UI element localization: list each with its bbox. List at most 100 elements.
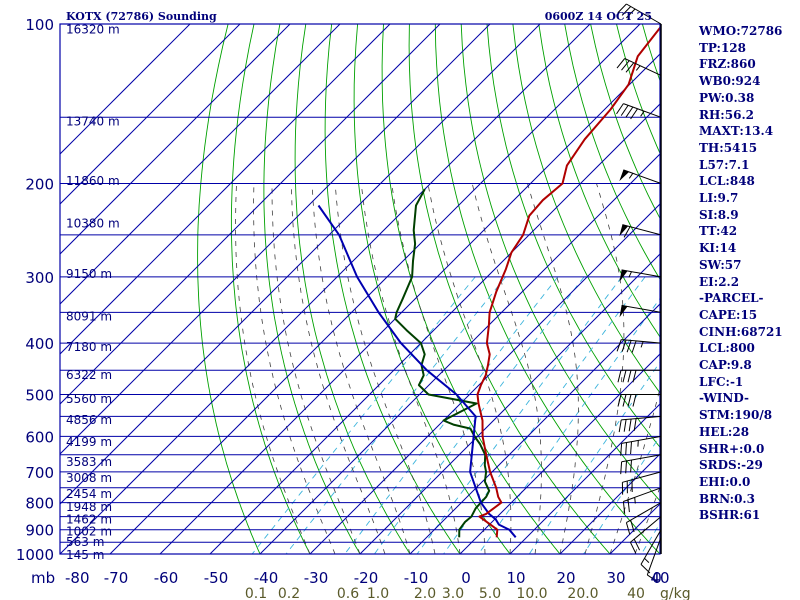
wind-barb: [619, 304, 662, 318]
pressure-tick-label: 800: [25, 495, 54, 513]
wind-barb: [616, 339, 662, 353]
height-label: 7180 m: [66, 340, 112, 354]
sounding-index: FRZ:860: [699, 57, 756, 72]
temperature-tick-label: -60: [154, 569, 179, 587]
sounding-index: WB0:924: [699, 74, 761, 89]
moist-adiabat-line: [271, 183, 361, 554]
height-label: 16320 m: [66, 23, 120, 37]
wind-barb: [619, 224, 662, 238]
height-label: 2454 m: [66, 487, 112, 501]
sounding-index: TP:128: [699, 40, 747, 55]
isotherm-line: [159, 53, 660, 554]
wind-barb: [621, 471, 662, 495]
isotherm-line: [359, 253, 660, 554]
sounding-index: LI:9.7: [699, 191, 739, 206]
plot-area: [60, 24, 660, 554]
wind-barb: [619, 269, 662, 282]
sounding-index: PW:0.38: [699, 90, 755, 105]
moist-adiabat-line: [527, 183, 579, 554]
sounding-index: EHI:0.0: [699, 474, 751, 489]
isotherm-line: [459, 353, 660, 554]
sounding-indices: WMO:72786 TP:128 FRZ:860 WB0:924 PW:0.38 RH:5…: [699, 23, 783, 524]
isotherm-line: [60, 24, 391, 355]
mixing-ratio-label: 10.0: [516, 586, 547, 600]
height-label: 13740 m: [66, 114, 120, 128]
height-label: 3008 m: [66, 471, 112, 485]
sounding-index: KI:14: [699, 241, 737, 256]
sounding-index: MAXT:13.4: [699, 124, 774, 139]
wind-barb: [617, 394, 661, 407]
isotherm-line: [259, 153, 660, 554]
mixing-ratio-line: [528, 361, 660, 554]
sounding-index: CAP:9.8: [699, 358, 752, 373]
height-label: 10380 m: [66, 217, 120, 231]
isotherm-line: [60, 24, 491, 455]
pressure-tick-label: 200: [25, 176, 54, 194]
sounding-index: EI:2.2: [699, 274, 740, 289]
sounding-index: HEL:28: [699, 424, 750, 439]
height-label: 8091 m: [66, 310, 112, 324]
mixing-ratio-label: 1.0: [367, 586, 389, 600]
temperature-tick-label: 40: [650, 569, 669, 587]
sounding-index: LCL:800: [699, 341, 755, 356]
wind-barb: [622, 487, 662, 514]
sounding-index: BRN:0.3: [699, 491, 755, 506]
mixing-ratio-label: 5.0: [479, 586, 501, 600]
temperature-tick-label: 10: [506, 569, 525, 587]
temperature-tick-label: 20: [556, 569, 575, 587]
pressure-tick-label: 1000: [16, 546, 54, 564]
wind-barb: [616, 58, 662, 76]
pressure-tick-label: 400: [25, 335, 54, 353]
mixing-ratio-label: 2.0: [414, 586, 436, 600]
wind-barbs: [616, 3, 662, 583]
pressure-tick-label: 900: [25, 522, 54, 540]
height-label: 1948 m: [66, 500, 112, 514]
isotherm-line: [409, 303, 660, 554]
chart-title: KOTX (72786) Sounding: [66, 10, 217, 23]
sounding-index: SHR+:0.0: [699, 441, 765, 456]
sounding-index: LCL:848: [699, 174, 755, 189]
sounding-index: -WIND-: [699, 391, 749, 406]
wind-barb: [617, 3, 662, 25]
temperature-tick-label: -50: [204, 569, 229, 587]
isotherms: [60, 24, 660, 554]
temperature-tick-label: 30: [606, 569, 625, 587]
temperature-tick-label: 0: [461, 569, 471, 587]
wind-barb: [618, 415, 662, 433]
height-label: 3583 m: [66, 455, 112, 469]
wind-barb: [620, 454, 662, 475]
sounding-index: SW:57: [699, 257, 742, 272]
sounding-index: SRDS:-29: [699, 458, 763, 473]
pressure-tick-label: 600: [25, 428, 54, 446]
sounding-index: L57:7.1: [699, 157, 750, 172]
sounding-index: STM:190/8: [699, 408, 773, 423]
height-label: 4199 m: [66, 435, 112, 449]
mixing-ratio-label: 3.0: [442, 586, 464, 600]
moist-adiabat-line: [253, 183, 336, 554]
isotherm-line: [559, 453, 660, 554]
temperature-tick-label: -70: [104, 569, 129, 587]
sounding-index: -PARCEL-: [699, 291, 764, 306]
height-label: 1002 m: [66, 525, 112, 539]
height-label: 563 m: [66, 535, 104, 549]
mixing-ratio-label: 0.2: [278, 586, 300, 600]
mixing-ratio-line: [251, 276, 476, 554]
sounding-series: [317, 26, 660, 538]
pressure-unit-label: mb: [31, 569, 55, 587]
wind-barb: [640, 529, 662, 574]
moist-adiabat-line: [427, 183, 512, 554]
pressure-tick-label: 100: [25, 16, 54, 34]
moist-adiabat-line: [391, 183, 486, 554]
mixing-ratio-label: 40: [627, 586, 645, 600]
height-label: 9150 m: [66, 267, 112, 281]
sounding-index: SI:8.9: [699, 207, 739, 222]
moist-adiabats: [235, 183, 660, 554]
isotherm-line: [60, 24, 341, 305]
sounding-index: WMO:72786: [699, 24, 783, 38]
sounding-index: LFC:-1: [699, 374, 744, 389]
temperature-tick-label: 0: [652, 569, 662, 587]
mixing-ratio-label: 0.1: [245, 586, 267, 600]
height-label: 1462 m: [66, 513, 112, 527]
wind-barb: [629, 516, 662, 554]
